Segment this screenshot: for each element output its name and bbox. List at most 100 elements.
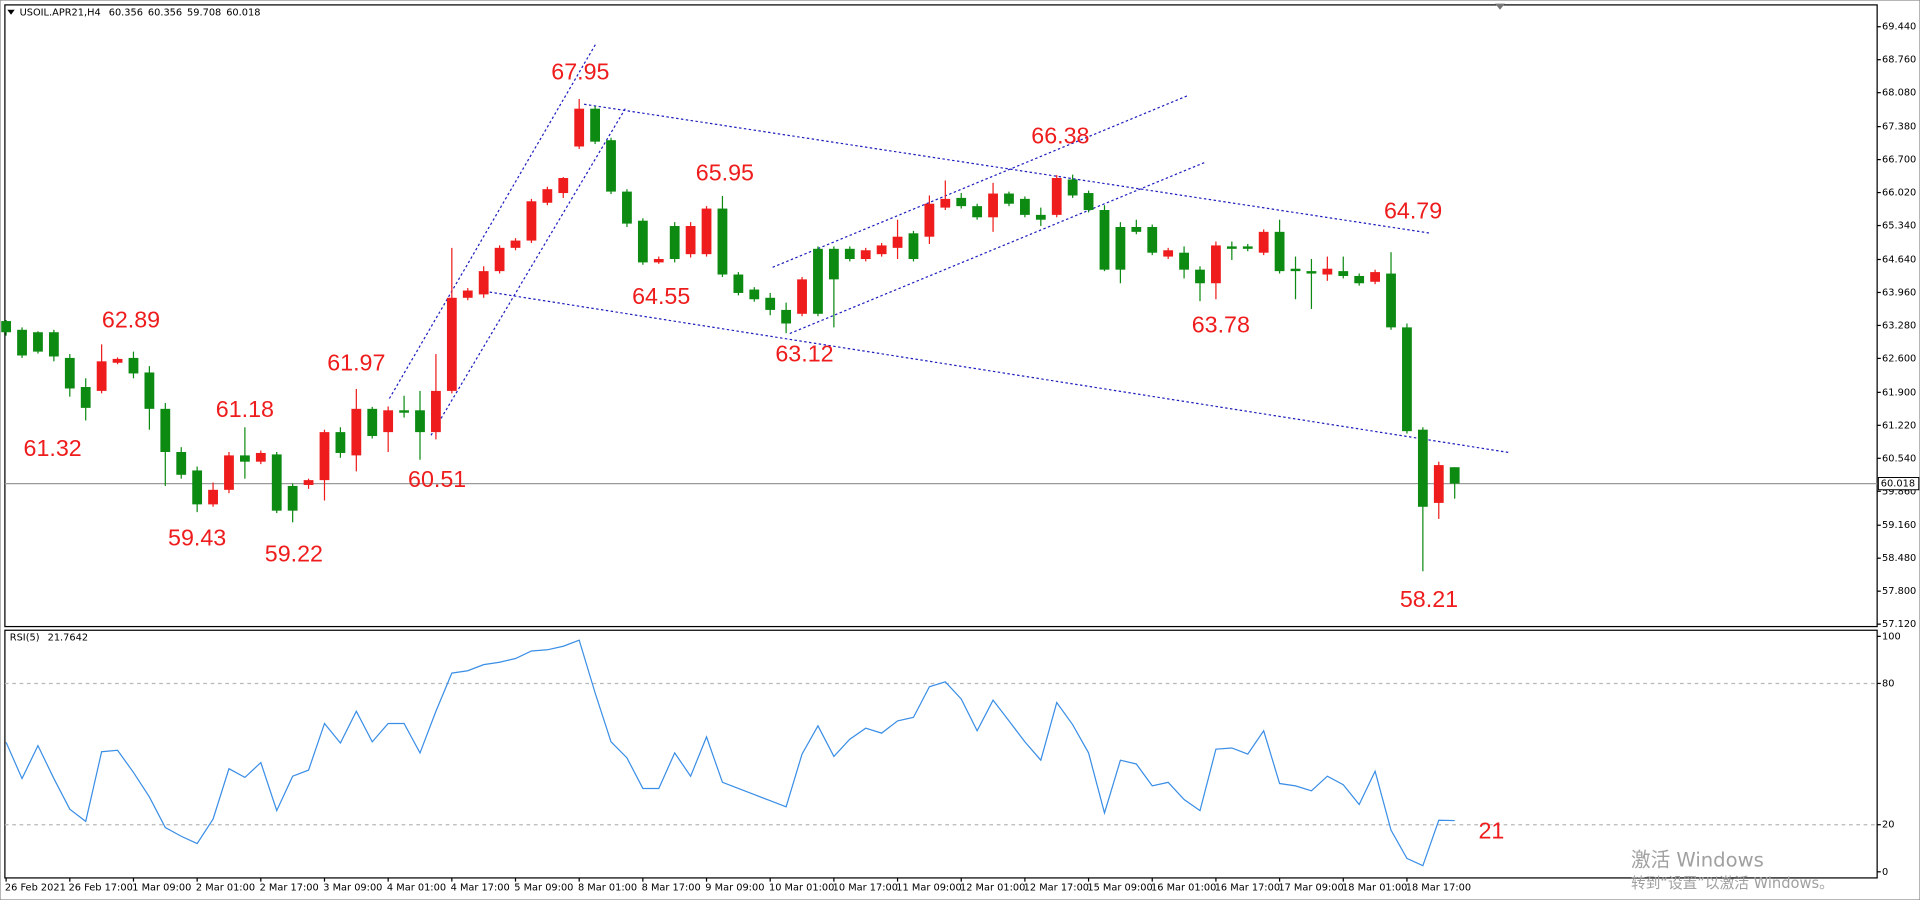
dropdown-icon bbox=[7, 9, 15, 15]
candle-body bbox=[526, 201, 537, 241]
candle-body bbox=[1402, 327, 1412, 432]
price-annotation: 61.32 bbox=[24, 435, 82, 461]
candle-body bbox=[64, 357, 75, 389]
x-tick-label: 8 Mar 01:00 bbox=[578, 883, 637, 894]
x-tick-label: 5 Mar 09:00 bbox=[514, 883, 573, 894]
candle-body bbox=[1035, 214, 1046, 220]
candle-body bbox=[1211, 245, 1221, 284]
y-tick-label: 63.280 bbox=[1882, 320, 1916, 331]
price-annotation: 61.18 bbox=[216, 396, 274, 422]
candle-body bbox=[701, 208, 712, 255]
price-annotation: 64.79 bbox=[1384, 197, 1442, 223]
candle-body bbox=[1131, 226, 1142, 232]
candle-body bbox=[240, 455, 250, 462]
price-annotation: 65.95 bbox=[696, 159, 754, 185]
watermark-subtitle: 转到“设置”以激活 Windows。 bbox=[1631, 875, 1834, 892]
watermark-title: 激活 Windows bbox=[1631, 848, 1764, 871]
candle-body bbox=[112, 358, 123, 363]
rsi-y-tick-label: 80 bbox=[1882, 678, 1894, 689]
candle-body bbox=[669, 226, 680, 260]
candle-body bbox=[606, 140, 616, 192]
candle-body bbox=[813, 248, 823, 314]
candle-body bbox=[574, 108, 585, 147]
candle-body bbox=[1115, 226, 1126, 270]
x-tick-label: 11 Mar 09:00 bbox=[896, 883, 961, 894]
candle-body bbox=[797, 279, 807, 314]
trend-line bbox=[789, 161, 1207, 335]
x-tick-label: 9 Mar 09:00 bbox=[705, 883, 764, 894]
candle-body bbox=[685, 226, 696, 255]
rsi-name: RSI(5) bbox=[10, 633, 40, 644]
y-tick-label: 65.340 bbox=[1882, 221, 1916, 232]
candle-body bbox=[1433, 465, 1444, 503]
candle-body bbox=[1449, 467, 1460, 484]
candle-body bbox=[781, 309, 792, 324]
price-annotation: 63.12 bbox=[775, 341, 833, 367]
x-tick-label: 18 Mar 01:00 bbox=[1342, 883, 1407, 894]
candle-body bbox=[988, 193, 998, 218]
price-annotation: 60.51 bbox=[408, 466, 466, 492]
price-annotation: 63.78 bbox=[1192, 311, 1250, 337]
candle-body bbox=[1067, 179, 1078, 196]
candle-body bbox=[1290, 268, 1301, 272]
candle-body bbox=[17, 329, 27, 356]
candle-body bbox=[48, 332, 59, 357]
x-tick-label: 12 Mar 01:00 bbox=[960, 883, 1025, 894]
x-tick-label: 3 Mar 09:00 bbox=[323, 883, 382, 894]
candle-body bbox=[287, 485, 298, 511]
scroll-marker bbox=[1495, 3, 1505, 10]
trend-lines bbox=[388, 42, 1509, 454]
candle-body bbox=[446, 297, 457, 391]
candle-body bbox=[1274, 231, 1285, 272]
candle-body bbox=[1099, 210, 1110, 270]
header-low: 59.708 bbox=[187, 7, 221, 18]
candle-body bbox=[1242, 246, 1253, 249]
x-tick-label: 1 Mar 09:00 bbox=[132, 883, 191, 894]
y-tick-label: 57.800 bbox=[1882, 586, 1916, 597]
price-annotation: 66.38 bbox=[1031, 122, 1089, 148]
x-tick-label: 26 Feb 2021 bbox=[5, 883, 66, 894]
candle-body bbox=[1083, 193, 1094, 211]
candle-body bbox=[1258, 231, 1269, 253]
candle-body bbox=[1417, 429, 1428, 507]
candle-body bbox=[637, 220, 648, 263]
candle-body bbox=[972, 206, 983, 218]
candle-body bbox=[860, 250, 871, 260]
candle-body bbox=[940, 198, 951, 208]
candle-body bbox=[415, 410, 425, 433]
candle-body bbox=[33, 332, 43, 352]
y-tick-label: 69.440 bbox=[1882, 22, 1916, 33]
current-price-box bbox=[1877, 476, 1920, 491]
candle-body bbox=[828, 248, 839, 280]
y-tick-label: 64.640 bbox=[1882, 254, 1916, 265]
candle-body bbox=[1020, 198, 1030, 215]
candle-body bbox=[431, 390, 441, 433]
header-high: 60.356 bbox=[148, 7, 182, 18]
candle-body bbox=[367, 408, 378, 436]
x-tick-label: 10 Mar 17:00 bbox=[833, 883, 898, 894]
candle-body bbox=[1322, 268, 1333, 275]
price-annotation: 64.55 bbox=[632, 283, 690, 309]
candle-body bbox=[1004, 193, 1014, 204]
y-tick-label: 63.960 bbox=[1882, 287, 1916, 298]
candle-body bbox=[303, 480, 314, 485]
symbol-header: USOIL.APR21,H4 60.356 60.356 59.708 60.018 bbox=[20, 7, 261, 18]
candle-body bbox=[335, 432, 346, 453]
x-tick-label: 16 Mar 01:00 bbox=[1151, 883, 1216, 894]
x-tick-label: 17 Mar 09:00 bbox=[1278, 883, 1343, 894]
rsi-y-tick-label: 20 bbox=[1882, 820, 1894, 831]
y-tick-label: 62.600 bbox=[1882, 353, 1916, 364]
rsi-panel bbox=[4, 629, 1878, 879]
price-annotation: 61.97 bbox=[327, 349, 385, 375]
candle-body bbox=[1147, 226, 1158, 253]
candle-body bbox=[1226, 246, 1237, 249]
x-tick-label: 10 Mar 01:00 bbox=[769, 883, 834, 894]
candle-body bbox=[144, 372, 155, 409]
y-tick-label: 61.900 bbox=[1882, 387, 1916, 398]
x-tick-label: 4 Mar 01:00 bbox=[387, 883, 446, 894]
price-annotation: 59.22 bbox=[265, 541, 323, 567]
x-tick-label: 15 Mar 09:00 bbox=[1087, 883, 1152, 894]
candle-body bbox=[542, 189, 553, 203]
y-tick-label: 66.020 bbox=[1882, 188, 1916, 199]
trend-line bbox=[772, 95, 1188, 268]
